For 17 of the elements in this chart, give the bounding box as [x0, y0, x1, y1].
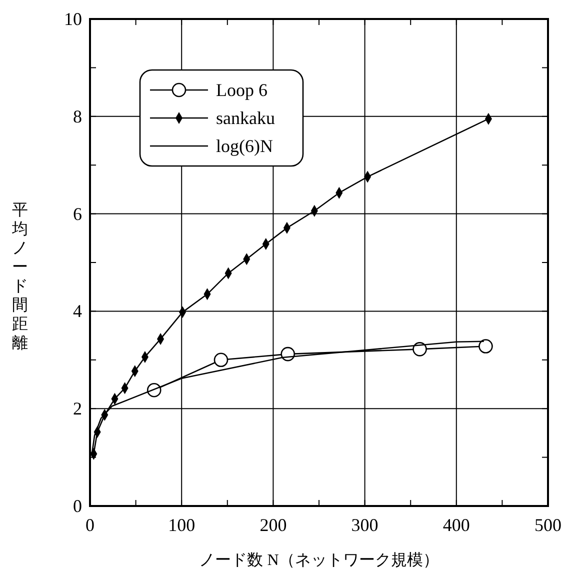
x-tick-label: 300 [351, 515, 378, 535]
x-tick-label: 100 [168, 515, 196, 535]
y-tick-label: 8 [73, 106, 82, 126]
x-tick-label: 400 [442, 515, 470, 535]
y-axis-title: 平均ノード間距離 [11, 202, 28, 352]
legend-label: log(6)N [216, 136, 273, 156]
x-tick-label: 500 [534, 515, 562, 535]
y-tick-label: 2 [73, 398, 82, 419]
y-tick-label: 6 [73, 204, 82, 224]
x-tick-label: 200 [260, 515, 287, 535]
y-tick-label: 10 [64, 9, 82, 29]
x-tick-label: 0 [86, 515, 94, 535]
legend-label: sankaku [216, 108, 275, 128]
y-tick-label: 0 [73, 496, 82, 516]
legend-label: Loop 6 [216, 80, 268, 100]
y-tick-label: 4 [73, 301, 82, 322]
x-axis-title: ノード数 N（ネットワーク規模） [199, 551, 439, 569]
